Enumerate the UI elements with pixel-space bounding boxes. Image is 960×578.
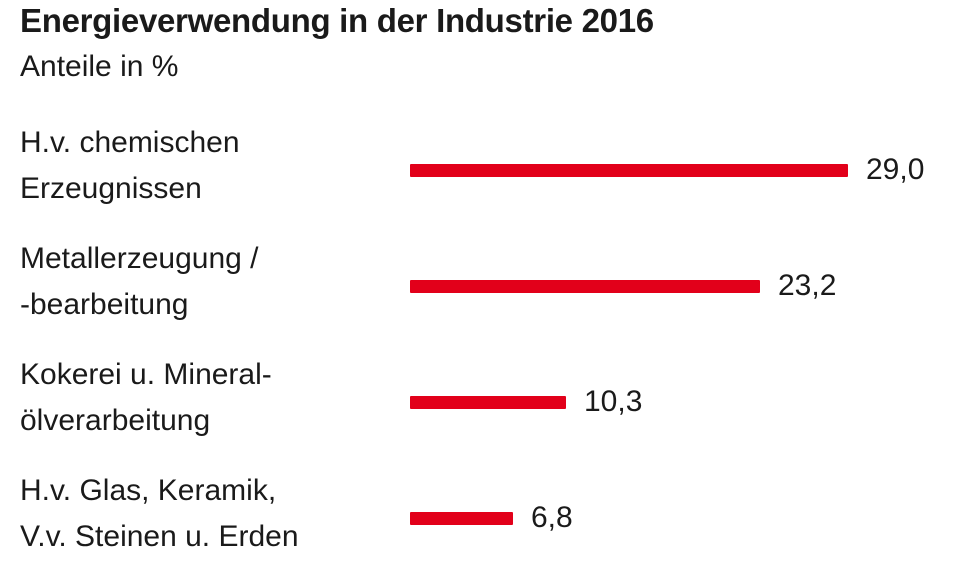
chart-title: Energieverwendung in der Industrie 2016 <box>20 2 654 39</box>
bar-row: H.v. chemischen Erzeugnissen 29,0 <box>0 120 960 230</box>
value-label: 10,3 <box>584 385 643 418</box>
category-label: Kokerei u. Mineral-ölverarbeitung <box>20 352 272 444</box>
category-label-line: -bearbeitung <box>20 288 189 321</box>
bar-row: Metallerzeugung / -bearbeitung 23,2 <box>0 236 960 346</box>
bar <box>410 280 760 293</box>
category-label-line: ölverarbeitung <box>20 404 211 437</box>
category-label-line: Kokerei u. Mineral- <box>20 358 272 391</box>
category-label: H.v. Glas, Keramik, V.v. Steinen u. Erden <box>20 468 299 560</box>
chart-subtitle: Anteile in % <box>20 50 179 83</box>
bar-row: Kokerei u. Mineral-ölverarbeitung 10,3 <box>0 352 960 462</box>
category-label-line: H.v. chemischen <box>20 126 240 159</box>
category-label-line: Erzeugnissen <box>20 172 202 205</box>
bar-row: H.v. Glas, Keramik, V.v. Steinen u. Erden… <box>0 468 960 578</box>
category-label: Metallerzeugung / -bearbeitung <box>20 236 258 328</box>
value-label: 6,8 <box>531 501 573 534</box>
value-label: 23,2 <box>778 269 837 302</box>
category-label: H.v. chemischen Erzeugnissen <box>20 120 240 212</box>
value-label: 29,0 <box>866 153 925 186</box>
bar <box>410 164 848 177</box>
bar <box>410 396 566 409</box>
category-label-line: Metallerzeugung / <box>20 242 259 275</box>
bar <box>410 512 513 525</box>
category-label-line: V.v. Steinen u. Erden <box>20 520 299 553</box>
category-label-line: H.v. Glas, Keramik, <box>20 474 277 507</box>
